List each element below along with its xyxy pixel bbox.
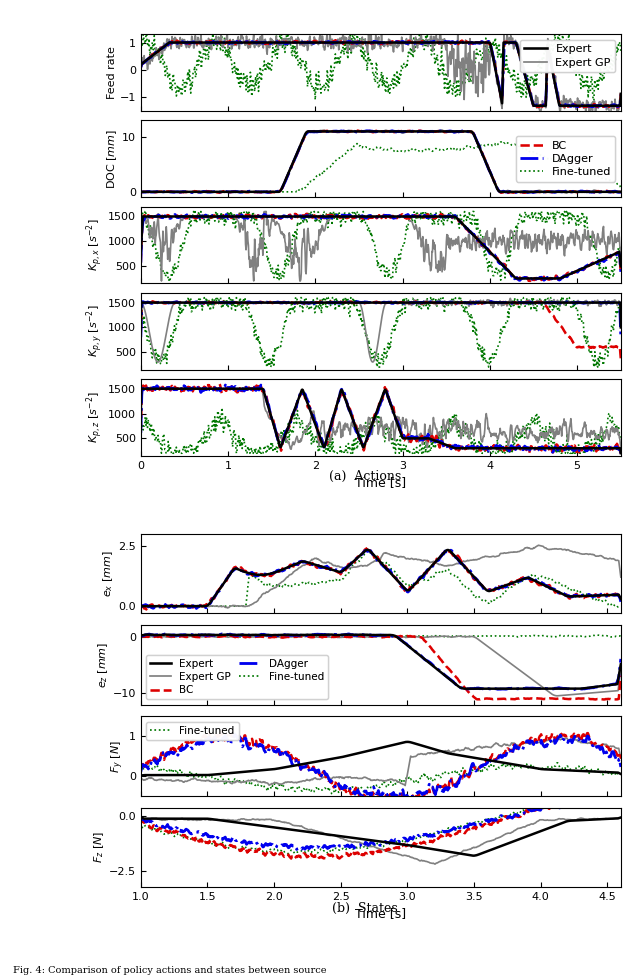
Y-axis label: $e_z$ $[mm]$: $e_z$ $[mm]$ xyxy=(96,642,110,688)
Y-axis label: $F_z$ $[N]$: $F_z$ $[N]$ xyxy=(92,831,106,863)
Y-axis label: $K_{p,x}$ $[s^{-2}]$: $K_{p,x}$ $[s^{-2}]$ xyxy=(84,219,105,271)
Text: Fig. 4: Comparison of policy actions and states between source: Fig. 4: Comparison of policy actions and… xyxy=(13,966,326,975)
Legend: BC, DAgger, Fine-tuned: BC, DAgger, Fine-tuned xyxy=(516,136,615,181)
Y-axis label: $K_{p,y}$ $[s^{-2}]$: $K_{p,y}$ $[s^{-2}]$ xyxy=(84,305,105,358)
Y-axis label: $F_y$ $[N]$: $F_y$ $[N]$ xyxy=(110,740,126,772)
Y-axis label: $K_{p,z}$ $[s^{-2}]$: $K_{p,z}$ $[s^{-2}]$ xyxy=(84,391,105,443)
Y-axis label: Feed rate: Feed rate xyxy=(107,46,116,99)
Y-axis label: DOC $[mm]$: DOC $[mm]$ xyxy=(106,128,119,189)
Legend: Expert, Expert GP: Expert, Expert GP xyxy=(520,40,615,73)
Text: (b)  States: (b) States xyxy=(332,902,397,914)
Legend: Expert, Expert GP, BC, DAgger, Fine-tuned: Expert, Expert GP, BC, DAgger, Fine-tune… xyxy=(146,655,328,700)
X-axis label: Time [s]: Time [s] xyxy=(355,907,406,920)
Legend: Fine-tuned: Fine-tuned xyxy=(146,721,239,740)
X-axis label: Time [s]: Time [s] xyxy=(355,476,406,489)
Y-axis label: $e_x$ $[mm]$: $e_x$ $[mm]$ xyxy=(102,551,115,597)
Text: (a)  Actions: (a) Actions xyxy=(329,470,401,483)
